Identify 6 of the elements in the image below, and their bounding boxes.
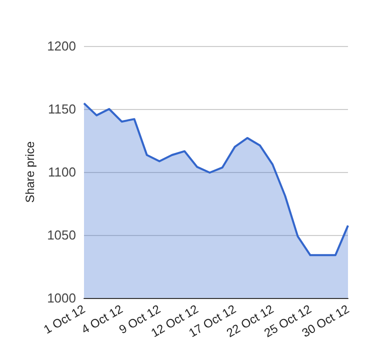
y-axis-title: Share price [23,140,37,203]
y-tick-label: 1000 [47,290,76,306]
y-tick-label: 1100 [48,164,76,180]
y-tick-label: 1050 [47,228,76,242]
y-tick-label: 1150 [48,102,76,116]
y-tick-label: 1200 [47,38,76,54]
